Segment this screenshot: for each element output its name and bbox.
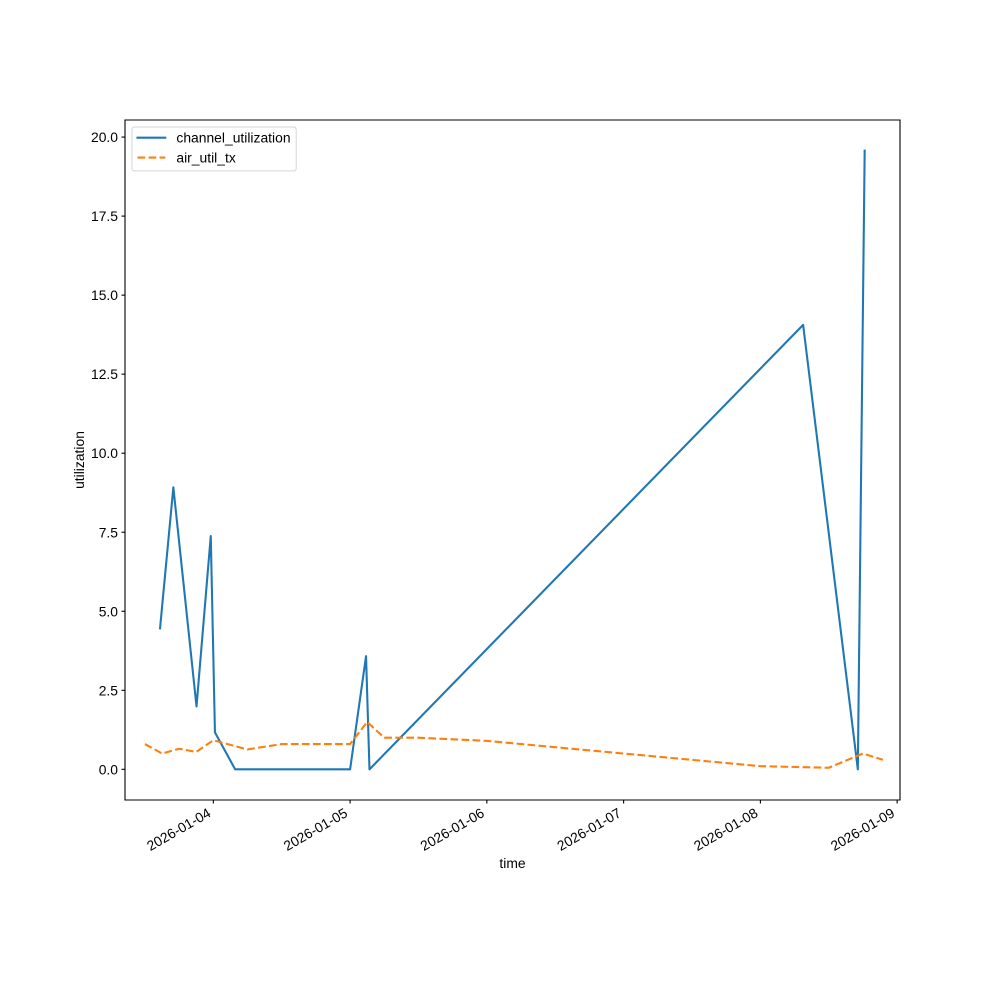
svg-text:10.0: 10.0 <box>91 445 118 461</box>
svg-text:channel_utilization: channel_utilization <box>176 130 290 146</box>
svg-text:12.5: 12.5 <box>91 366 118 382</box>
svg-text:time: time <box>499 855 525 871</box>
svg-text:15.0: 15.0 <box>91 287 118 303</box>
svg-text:5.0: 5.0 <box>99 603 119 619</box>
svg-text:17.5: 17.5 <box>91 208 118 224</box>
svg-text:utilization: utilization <box>71 431 87 489</box>
svg-text:20.0: 20.0 <box>91 129 118 145</box>
svg-text:7.5: 7.5 <box>99 524 119 540</box>
svg-text:0.0: 0.0 <box>99 761 119 777</box>
svg-text:2.5: 2.5 <box>99 682 119 698</box>
svg-text:air_util_tx: air_util_tx <box>176 149 235 165</box>
